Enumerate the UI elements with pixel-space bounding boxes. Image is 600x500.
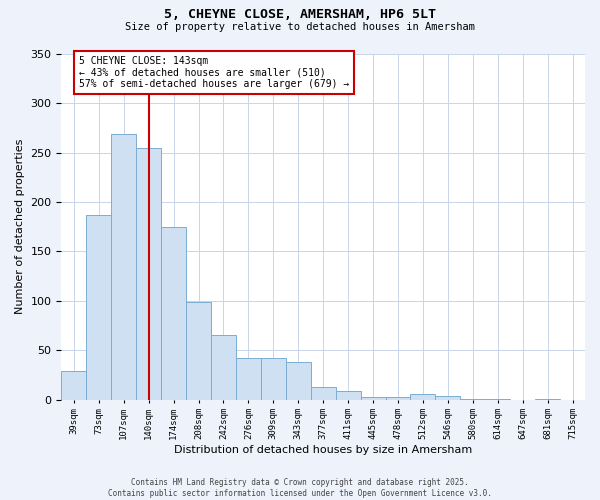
- Text: 5, CHEYNE CLOSE, AMERSHAM, HP6 5LT: 5, CHEYNE CLOSE, AMERSHAM, HP6 5LT: [164, 8, 436, 20]
- Bar: [535, 398, 560, 400]
- X-axis label: Distribution of detached houses by size in Amersham: Distribution of detached houses by size …: [174, 445, 472, 455]
- Bar: [61, 371, 86, 400]
- Bar: [111, 134, 136, 400]
- Text: Contains HM Land Registry data © Crown copyright and database right 2025.
Contai: Contains HM Land Registry data © Crown c…: [108, 478, 492, 498]
- Bar: [335, 390, 361, 400]
- Bar: [236, 358, 261, 400]
- Bar: [386, 396, 410, 400]
- Bar: [460, 398, 485, 400]
- Bar: [311, 386, 335, 400]
- Bar: [86, 215, 111, 400]
- Bar: [286, 362, 311, 400]
- Bar: [436, 396, 460, 400]
- Bar: [186, 302, 211, 400]
- Bar: [361, 396, 386, 400]
- Bar: [485, 398, 510, 400]
- Bar: [161, 227, 186, 400]
- Text: 5 CHEYNE CLOSE: 143sqm
← 43% of detached houses are smaller (510)
57% of semi-de: 5 CHEYNE CLOSE: 143sqm ← 43% of detached…: [79, 56, 349, 89]
- Bar: [211, 336, 236, 400]
- Y-axis label: Number of detached properties: Number of detached properties: [15, 139, 25, 314]
- Text: Size of property relative to detached houses in Amersham: Size of property relative to detached ho…: [125, 22, 475, 32]
- Bar: [261, 358, 286, 400]
- Bar: [410, 394, 436, 400]
- Bar: [136, 148, 161, 400]
